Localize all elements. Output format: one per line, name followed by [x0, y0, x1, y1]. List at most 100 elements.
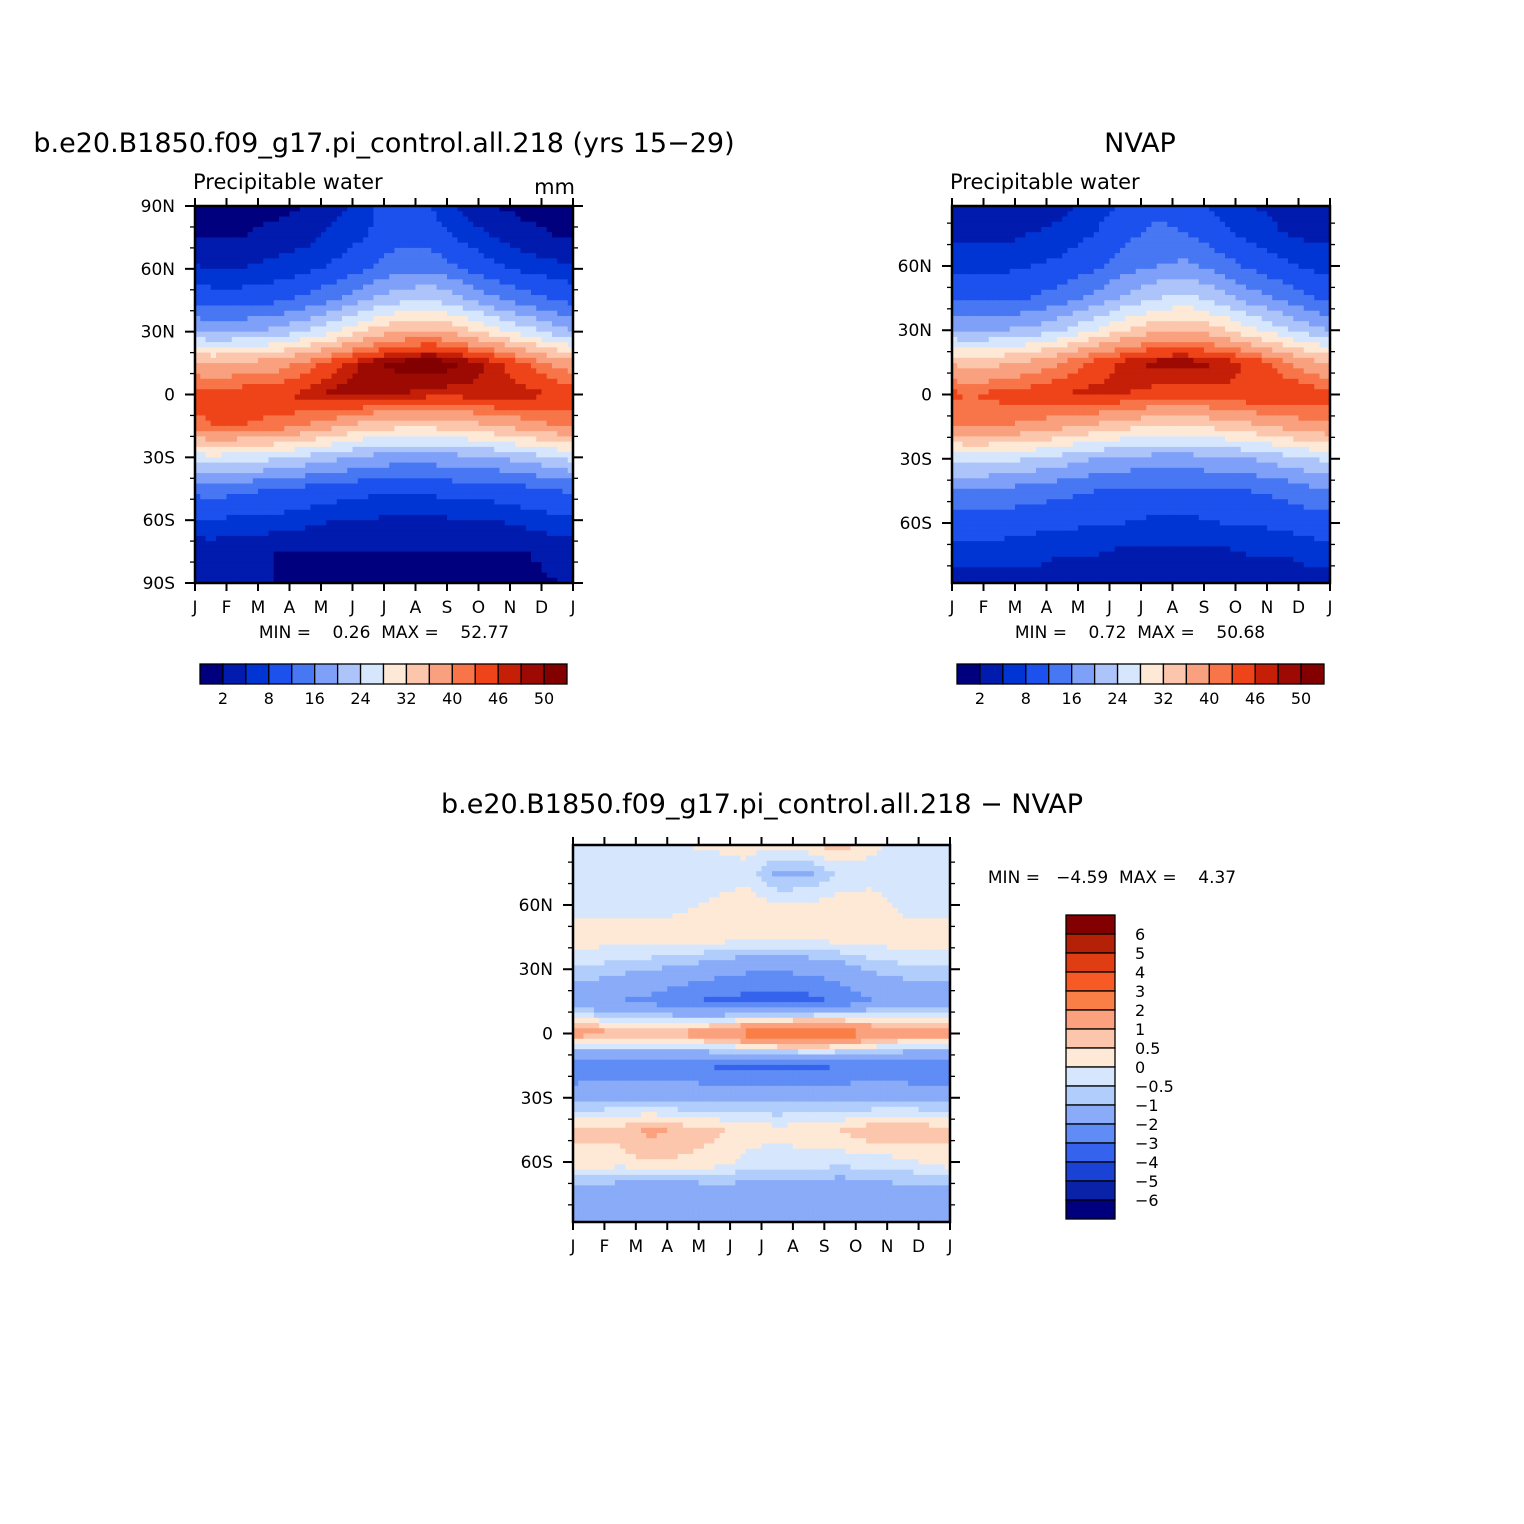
contour-cell — [205, 567, 212, 574]
contour-cell — [462, 410, 469, 417]
contour-cell — [536, 216, 543, 223]
contour-cell — [447, 467, 453, 474]
contour-cell — [363, 352, 369, 359]
contour-cell — [294, 279, 301, 286]
contour-cell — [263, 300, 270, 307]
contour-cell — [462, 535, 469, 542]
contour-cell — [410, 504, 417, 511]
contour-cell — [536, 441, 543, 448]
contour-cell — [363, 232, 369, 239]
contour-cell — [357, 326, 364, 333]
contour-cell — [258, 572, 264, 579]
contour-cell — [389, 415, 396, 422]
contour-cell — [352, 336, 359, 343]
contour-cell — [399, 488, 406, 495]
contour-cell — [357, 211, 364, 218]
contour-cell — [263, 425, 270, 432]
contour-cell — [378, 221, 385, 228]
contour-cell — [258, 577, 264, 584]
contour-cell — [289, 410, 296, 417]
contour-cell — [216, 562, 222, 568]
contour-cell — [384, 279, 390, 286]
contour-cell — [226, 384, 233, 390]
contour-cell — [489, 284, 495, 291]
contour-cell — [273, 242, 280, 249]
contour-cell — [315, 221, 322, 228]
contour-cell — [441, 431, 448, 437]
contour-cell — [263, 305, 270, 312]
contour-cell — [462, 336, 469, 343]
contour-cell — [279, 384, 285, 390]
contour-cell — [462, 420, 469, 427]
contour-cell — [294, 514, 301, 521]
contour-cell — [426, 258, 432, 265]
contour-cell — [263, 237, 270, 244]
contour-cell — [221, 446, 228, 453]
contour-cell — [426, 336, 432, 343]
contour-cell — [310, 378, 317, 385]
contour-cell — [426, 541, 432, 547]
contour-cell — [237, 577, 243, 584]
contour-cell — [473, 352, 480, 359]
contour-cell — [531, 389, 537, 396]
contour-cell — [279, 368, 285, 375]
contour-cell — [200, 441, 207, 448]
contour-cell — [441, 342, 448, 348]
contour-cell — [200, 504, 207, 511]
contour-cell — [258, 556, 264, 563]
contour-cell — [242, 378, 249, 385]
contour-cell — [252, 253, 259, 259]
contour-cell — [447, 425, 453, 432]
contour-cell — [321, 514, 327, 521]
contour-cell — [363, 289, 369, 296]
contour-cell — [389, 363, 396, 369]
contour-cell — [279, 473, 285, 479]
contour-cell — [205, 384, 212, 390]
contour-cell — [310, 384, 317, 390]
contour-cell — [300, 357, 306, 364]
contour-cell — [478, 352, 485, 359]
contour-cell — [436, 399, 443, 406]
contour-cell — [205, 315, 212, 322]
contour-cell — [499, 295, 506, 301]
contour-cell — [310, 342, 317, 348]
contour-cell — [226, 478, 233, 485]
contour-cell — [378, 546, 385, 553]
contour-cell — [552, 321, 558, 328]
contour-cell — [273, 514, 280, 521]
contour-cell — [541, 289, 548, 296]
contour-cell — [531, 478, 537, 485]
contour-cell — [200, 342, 207, 348]
contour-cell — [405, 237, 411, 244]
contour-cell — [342, 431, 348, 437]
contour-cell — [252, 342, 259, 348]
contour-cell — [336, 363, 343, 369]
contour-cell — [315, 232, 322, 239]
contour-cell — [216, 206, 222, 212]
contour-cell — [336, 546, 343, 553]
contour-cell — [221, 368, 228, 375]
contour-cell — [504, 394, 511, 401]
contour-cell — [373, 499, 380, 506]
contour-cell — [221, 478, 228, 485]
contour-cell — [258, 462, 264, 469]
contour-cell — [315, 258, 322, 265]
contour-cell — [321, 268, 327, 275]
contour-cell — [536, 342, 543, 348]
contour-cell — [431, 546, 438, 553]
contour-cell — [237, 342, 243, 348]
contour-cell — [468, 384, 474, 390]
contour-cell — [431, 321, 438, 328]
contour-cell — [378, 457, 385, 464]
contour-cell — [384, 321, 390, 328]
contour-cell — [315, 216, 322, 223]
contour-cell — [431, 300, 438, 307]
contour-cell — [284, 399, 291, 406]
contour-cell — [462, 452, 469, 458]
contour-cell — [504, 347, 511, 354]
contour-cell — [252, 336, 259, 343]
contour-cell — [494, 483, 501, 490]
contour-cell — [216, 520, 222, 527]
contour-cell — [263, 342, 270, 348]
contour-cell — [273, 420, 280, 427]
